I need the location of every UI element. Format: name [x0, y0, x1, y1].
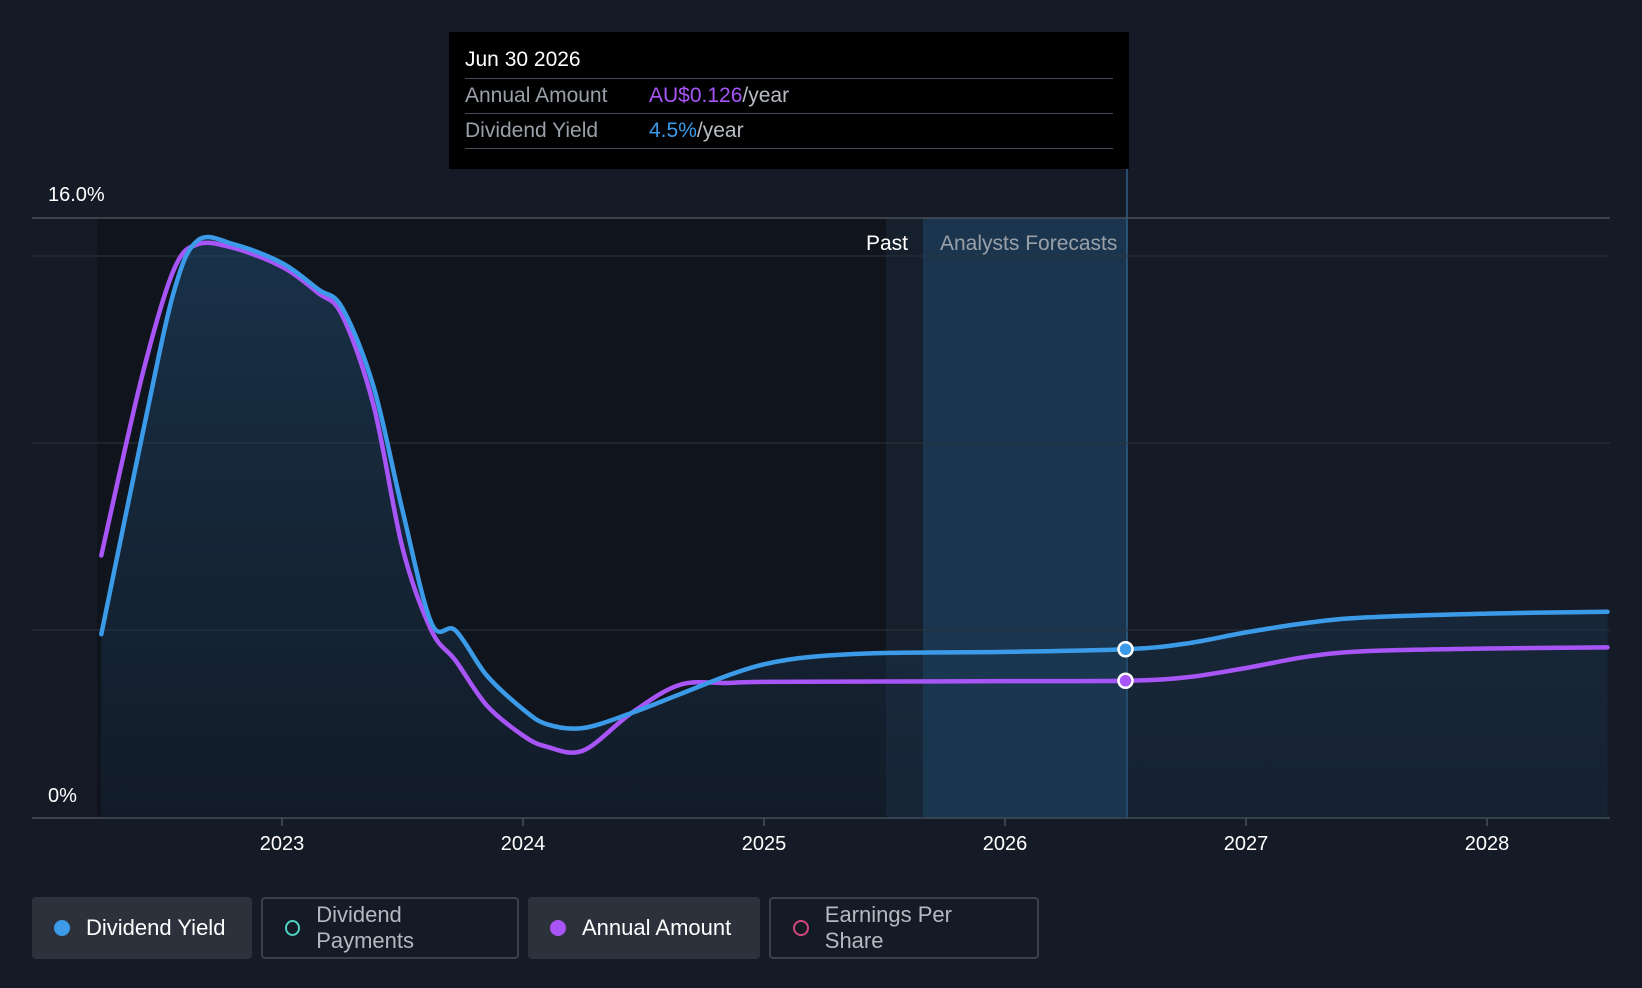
x-tick-label: 2025: [742, 833, 787, 855]
legend-label: Dividend Yield: [86, 915, 226, 940]
legend-label: Earnings Per Share: [824, 902, 952, 953]
x-tick-label: 2023: [260, 833, 305, 855]
tooltip: Jun 30 2026 Annual Amount AU$0.126 /year…: [449, 32, 1129, 169]
x-tick-label: 2028: [1465, 833, 1510, 855]
tooltip-unit: /year: [696, 119, 744, 142]
tooltip-date: Jun 30 2026: [465, 46, 1113, 79]
dividend-yield-marker: [1117, 641, 1134, 658]
tooltip-value: AU$0.126: [649, 84, 743, 107]
x-tick-label: 2026: [983, 833, 1028, 855]
legend-dividend-yield[interactable]: Dividend Yield: [32, 897, 252, 959]
legend: Dividend Yield Dividend Payments Annual …: [32, 897, 1039, 959]
legend-label: Annual Amount: [582, 915, 732, 940]
y-label-bottom: 0%: [48, 785, 77, 807]
tooltip-row-annual-amount: Annual Amount AU$0.126 /year: [465, 79, 1113, 114]
legend-label: Dividend Payments: [316, 902, 415, 953]
legend-ring-icon: [285, 920, 301, 936]
forecast-label: Analysts Forecasts: [940, 232, 1117, 255]
legend-dot-icon: [550, 920, 566, 936]
y-label-top: 16.0%: [48, 184, 105, 206]
annual-amount-line: [99, 240, 1610, 755]
annual-amount-marker: [1117, 672, 1134, 689]
tooltip-row-dividend-yield: Dividend Yield 4.5% /year: [465, 114, 1113, 149]
x-tick-label: 2024: [501, 833, 546, 855]
tooltip-value: 4.5%: [649, 119, 697, 142]
legend-dividend-payments[interactable]: Dividend Payments: [261, 897, 519, 959]
tooltip-key: Annual Amount: [465, 84, 608, 107]
legend-earnings-per-share[interactable]: Earnings Per Share: [769, 897, 1039, 959]
past-label: Past: [866, 232, 908, 255]
dividend-yield-line: [99, 234, 1610, 731]
legend-dot-icon: [54, 920, 70, 936]
tooltip-unit: /year: [742, 84, 790, 107]
tooltip-key: Dividend Yield: [465, 119, 599, 142]
legend-annual-amount[interactable]: Annual Amount: [528, 897, 760, 959]
legend-ring-icon: [793, 920, 809, 936]
x-tick-label: 2027: [1224, 833, 1269, 855]
